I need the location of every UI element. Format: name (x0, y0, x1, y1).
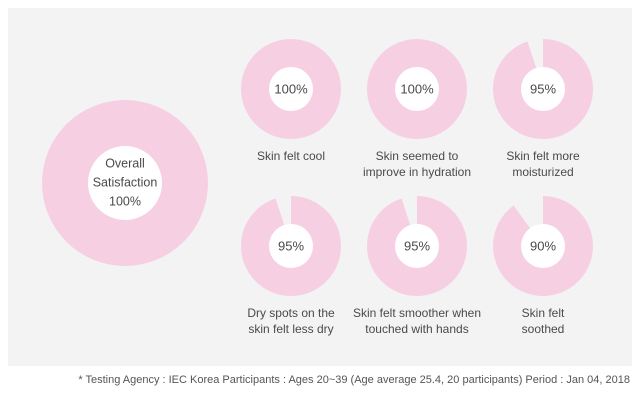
donut-value-overall: Overall Satisfaction 100% (92, 156, 158, 209)
donut-value-smoother: 95% (403, 238, 431, 254)
donut-hole-dry-spots (269, 224, 313, 268)
donut-hole-hydration (395, 67, 439, 111)
donut-hole-smoother (395, 224, 439, 268)
footnote: * Testing Agency : IEC Korea Participant… (78, 374, 630, 386)
donut-value-cool: 100% (274, 81, 308, 97)
donut-caption-soothed: Skin felt soothed (521, 306, 565, 336)
donut-caption-cool: Skin felt cool (256, 149, 326, 163)
donut-value-soothed: 90% (529, 238, 557, 254)
donut-hole-soothed (521, 224, 565, 268)
donut-value-hydration: 100% (400, 81, 434, 97)
donut-caption-smoother: Skin felt smoother when touched with hand… (352, 306, 482, 336)
donut-caption-dry-spots: Dry spots on the skin felt less dry (247, 306, 335, 336)
donut-caption-hydration: Skin seemed to improve in hydration (362, 149, 472, 179)
donut-hole-overall (88, 146, 162, 220)
donut-hole-moisturized (521, 67, 565, 111)
donut-caption-moisturized: Skin felt more moisturized (506, 149, 580, 179)
donut-hole-cool (269, 67, 313, 111)
donut-value-moisturized: 95% (529, 81, 557, 97)
donut-value-dry-spots: 95% (277, 238, 305, 254)
